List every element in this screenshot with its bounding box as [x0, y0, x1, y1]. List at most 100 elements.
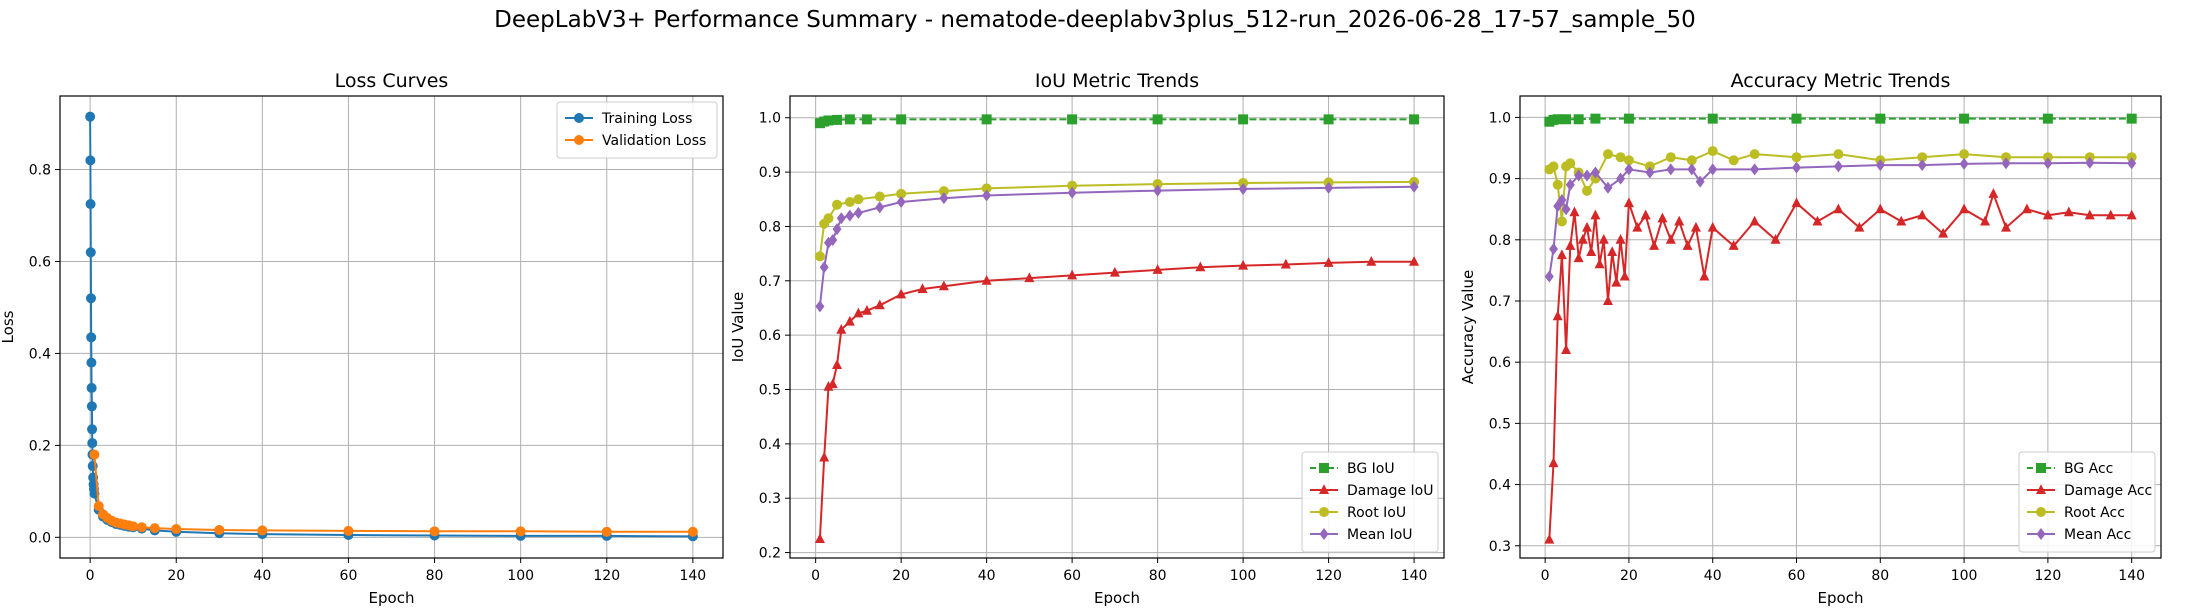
training-loss-point [86, 332, 97, 343]
root-iou-point [823, 213, 834, 224]
validation-loss-point [89, 449, 100, 460]
mean-acc-point [1792, 161, 1802, 174]
bg-iou-point [1067, 114, 1078, 125]
mean-acc-point [2085, 156, 2095, 169]
damage-acc-point [1569, 206, 1580, 217]
y-tick-label: 0.4 [759, 437, 781, 453]
legend: BG Acc Damage Acc Root Acc Mean Acc [2018, 451, 2156, 553]
damage-acc-point [2105, 209, 2116, 220]
legend-label-damage-iou: Damage IoU [1347, 483, 1433, 499]
mean-acc-point [1695, 175, 1705, 188]
x-tick-label: 140 [2118, 568, 2145, 584]
mean-iou-point [1067, 186, 1077, 199]
legend-label-bg-acc: BG Acc [2064, 461, 2113, 477]
series-area [814, 114, 1420, 543]
root-acc-point [1615, 152, 1626, 163]
legend-frame [1301, 451, 1439, 553]
x-tick-label: 100 [1951, 568, 1978, 584]
damage-acc-point [2084, 209, 2095, 220]
damage-acc-point [1896, 215, 1907, 226]
root-acc-point [1707, 146, 1718, 157]
legend-marker-mean-iou [1319, 528, 1329, 540]
root-acc-point [2000, 152, 2011, 163]
mean-acc-point [1959, 157, 1969, 170]
mean-iou-point [1153, 184, 1163, 197]
root-acc-point [1565, 158, 1576, 169]
damage-acc-point [1577, 234, 1588, 244]
legend-label-mean-iou: Mean IoU [1347, 527, 1413, 543]
x-tick-label: 60 [1788, 568, 1806, 584]
mean-acc-point [1645, 166, 1655, 179]
legend-label-training-loss: Training Loss [601, 111, 692, 127]
x-tick-label: 0 [86, 568, 95, 584]
y-tick-label: 0.3 [1489, 539, 1511, 555]
damage-iou-point [819, 451, 830, 462]
damage-acc-point [1749, 215, 1760, 226]
bg-iou-point [896, 114, 907, 125]
bg-acc-point [1707, 113, 1718, 124]
bg-iou-point [981, 114, 992, 125]
damage-acc-point [2126, 209, 2137, 220]
validation-loss-point [515, 526, 526, 537]
damage-acc-point [1938, 227, 1949, 238]
x-tick-label: 20 [167, 568, 185, 584]
legend-marker-damage-iou [1319, 484, 1329, 494]
mean-acc-point [1590, 166, 1600, 179]
bg-iou-point [861, 114, 872, 125]
damage-acc-point [1674, 215, 1685, 226]
damage-acc-point [1573, 252, 1584, 263]
x-axis-label: Epoch [369, 589, 415, 607]
legend-marker-mean-acc [2036, 528, 2046, 540]
validation-loss-point [601, 526, 612, 537]
damage-acc-point [1590, 209, 1601, 220]
y-tick-label: 0.4 [29, 346, 51, 362]
damage-iou-point [823, 381, 834, 391]
damage-iou-point [938, 280, 949, 291]
legend-marker-validation-loss [574, 135, 584, 145]
damage-iou-point [827, 378, 838, 389]
damage-acc-point [1649, 240, 1660, 250]
damage-acc-point [1602, 295, 1613, 305]
panel-title: Loss Curves [335, 70, 449, 92]
legend-marker-bg-acc [2036, 463, 2046, 473]
training-loss-point [85, 199, 96, 210]
legend-marker-bg-iou [1319, 463, 1329, 473]
training-loss-point [85, 247, 96, 258]
mean-iou-point [853, 206, 863, 219]
mean-iou-point [845, 209, 855, 222]
damage-iou-point [844, 315, 855, 326]
root-acc-point [1749, 149, 1760, 160]
mean-acc-point [2043, 157, 2053, 170]
mean-acc-point [1708, 163, 1718, 176]
legend-marker-root-acc [2036, 507, 2046, 517]
damage-iou-point [1195, 261, 1206, 272]
damage-acc-point [1875, 203, 1886, 214]
bg-acc-point [1573, 114, 1584, 125]
y-tick-label: 0.5 [1489, 416, 1511, 432]
x-tick-label: 80 [1871, 568, 1889, 584]
x-tick-label: 140 [679, 568, 706, 584]
mean-acc-point [1561, 203, 1571, 216]
x-tick-label: 20 [892, 568, 910, 584]
training-loss-point [85, 155, 96, 166]
damage-iou-point [1067, 269, 1078, 280]
mean-acc-point [1666, 163, 1676, 176]
bg-acc-point [1875, 113, 1886, 124]
y-tick-label: 0.3 [759, 491, 781, 507]
damage-iou-point [1238, 259, 1249, 270]
x-tick-label: 40 [1704, 568, 1722, 584]
panel-title: IoU Metric Trends [1035, 70, 1199, 92]
mean-acc-point [1603, 181, 1613, 194]
damage-acc-point [1586, 246, 1597, 257]
damage-acc-point [1632, 221, 1643, 232]
y-axis-label: Accuracy Value [1459, 270, 1477, 384]
x-axis-label: Epoch [1818, 589, 1864, 607]
validation-loss-point [128, 521, 139, 532]
legend-label-root-iou: Root IoU [1347, 505, 1406, 521]
mean-iou-point [896, 195, 906, 208]
damage-iou-point [1024, 272, 1035, 283]
validation-loss-line [93, 454, 693, 533]
legend-marker-training-loss [574, 113, 584, 123]
training-loss-point [87, 438, 98, 449]
root-acc-point [1728, 155, 1739, 166]
